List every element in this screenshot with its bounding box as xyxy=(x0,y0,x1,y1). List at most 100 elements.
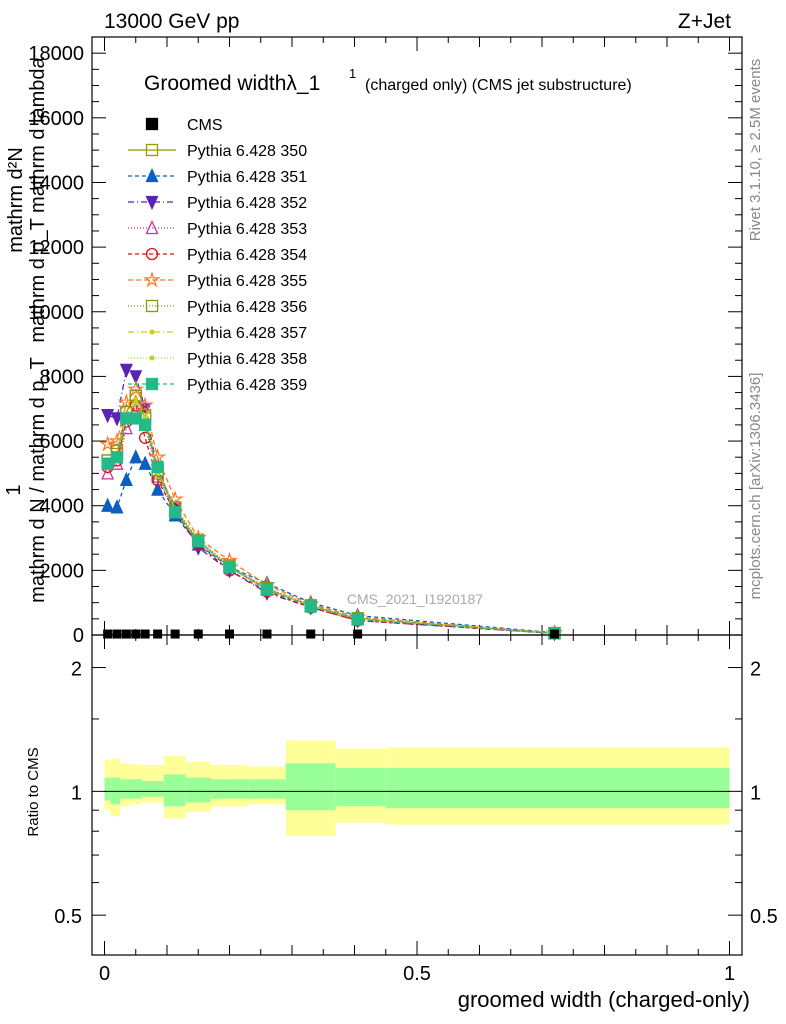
legend-marker-1 xyxy=(145,167,159,183)
header-right: Z+Jet xyxy=(678,10,731,33)
series-9-point-1 xyxy=(110,451,124,464)
series-5-point-4 xyxy=(136,396,154,413)
cms-point-7 xyxy=(193,629,203,639)
x-tick-label-2: 1 xyxy=(724,963,735,985)
legend-label-4: Pythia 6.428 354 xyxy=(187,247,307,264)
series-9-point-3 xyxy=(129,412,142,425)
cms-point-12 xyxy=(550,629,559,639)
y-axis-label-line-3: 1 xyxy=(3,484,25,495)
legend-marker-2 xyxy=(145,195,159,211)
legend-label-9: Pythia 6.428 359 xyxy=(187,377,307,394)
legend-label-2: Pythia 6.428 352 xyxy=(187,195,307,212)
series-9-point-5 xyxy=(151,460,164,474)
legend-marker-9 xyxy=(145,377,159,391)
ratio-band-green-8 xyxy=(248,779,286,799)
ratio-tick-label-left-0: 0.5 xyxy=(54,906,82,928)
series-9-point-0 xyxy=(101,457,114,470)
series-5-point-3 xyxy=(127,380,145,397)
cms-point-1 xyxy=(112,629,122,639)
series-1-point-2 xyxy=(119,471,133,486)
series-8-point-3 xyxy=(133,399,139,405)
y-tick-label-1: 2000 xyxy=(40,560,85,582)
ratio-band-green-4 xyxy=(142,780,164,797)
series-2-point-3 xyxy=(129,370,143,385)
series-1-point-5 xyxy=(151,481,165,496)
cms-point-6 xyxy=(170,629,180,639)
cms-point-3 xyxy=(131,629,141,639)
legend-label-1: Pythia 6.428 351 xyxy=(187,169,307,186)
y-tick-label-7: 14000 xyxy=(28,172,84,194)
legend-label-3: Pythia 6.428 353 xyxy=(187,221,307,238)
y-tick-label-8: 16000 xyxy=(28,108,84,130)
series-4-point-4 xyxy=(138,431,152,444)
series-9-point-9 xyxy=(260,583,274,596)
series-9-point-7 xyxy=(192,535,205,548)
cms-point-0 xyxy=(103,629,113,639)
ratio-tick-label-left-2: 2 xyxy=(71,659,82,681)
ratio-band-green-10 xyxy=(335,767,386,807)
y-axis-label-line-2: mathrm d p_T mathrm d lambda xyxy=(27,56,49,342)
header-left: 13000 GeV pp xyxy=(104,10,239,33)
ratio-band-green-2 xyxy=(120,779,130,799)
y-axis-label-line-1: mathrm d²N xyxy=(5,147,27,253)
series-1-point-0 xyxy=(101,497,115,512)
cms-point-8 xyxy=(225,629,234,639)
series-5-point-2 xyxy=(117,393,135,410)
y-tick-label-5: 10000 xyxy=(28,302,84,324)
ratio-band-green-6 xyxy=(185,777,211,803)
y-tick-label-6: 12000 xyxy=(28,237,84,259)
ratio-tick-label-right-2: 2 xyxy=(750,659,761,681)
legend-marker-4 xyxy=(145,247,159,261)
ratio-tick-label-right-0: 0.5 xyxy=(750,906,778,928)
watermark: CMS_2021_I1920187 xyxy=(347,591,483,607)
series-line-5 xyxy=(107,388,555,634)
cms-point-10 xyxy=(306,629,316,639)
series-5-point-0 xyxy=(99,435,117,452)
y-axis-label: mathrm d²N mathrm d p_T mathrm d lambda … xyxy=(3,56,49,602)
main-panel: 0 2000 4000 6000 8000 10000 12000 14000 16000 180… xyxy=(28,36,743,647)
side-label-mcplots: mcplots.cern.ch [arXiv:1306.3436] xyxy=(747,373,764,600)
ratio-band-green-9 xyxy=(285,763,336,811)
ratio-band-green-11 xyxy=(385,767,730,809)
legend-marker-8 xyxy=(149,355,155,361)
y-tick-label-9: 18000 xyxy=(28,43,84,65)
legend: CMS Pythia 6.428 350 Pythia 6.428 351 Pythi… xyxy=(128,117,307,394)
series-5-point-5 xyxy=(149,448,167,465)
legend-marker-7 xyxy=(149,329,155,335)
series-9-point-10 xyxy=(304,600,317,613)
legend-label-cms: CMS xyxy=(187,117,223,134)
chart-title-sup: 1 xyxy=(349,66,356,81)
series-9-point-4 xyxy=(138,418,152,432)
ratio-tick-label-right-1: 1 xyxy=(750,782,761,804)
legend-label-0: Pythia 6.428 350 xyxy=(187,143,307,160)
series-2-point-1 xyxy=(110,412,124,427)
cms-point-5 xyxy=(153,629,163,639)
series-line-1 xyxy=(107,456,555,634)
legend-marker-3 xyxy=(145,219,159,235)
overlay: 13000 GeV pp Z+Jet Groomed widthλ_1 1 (c… xyxy=(3,10,764,1012)
ratio-band-green-0 xyxy=(104,777,111,801)
cms-point-2 xyxy=(121,629,131,639)
legend-label-5: Pythia 6.428 355 xyxy=(187,273,307,290)
series-line-9 xyxy=(107,417,555,634)
ratio-tick-label-left-1: 1 xyxy=(71,782,82,804)
series-9-point-6 xyxy=(168,506,182,519)
legend-label-7: Pythia 6.428 357 xyxy=(187,325,307,342)
ratio-band-green-5 xyxy=(163,774,186,807)
series-2-point-2 xyxy=(119,363,133,379)
legend-marker-5 xyxy=(143,270,161,288)
cms-point-11 xyxy=(353,629,363,639)
y-tick-label-4: 8000 xyxy=(40,366,85,388)
series-3-point-0 xyxy=(101,465,115,480)
series-2-point-0 xyxy=(101,409,115,424)
series-1-point-1 xyxy=(110,499,124,514)
y-axis-label-line-4: mathrm d N / mathrm d p_T xyxy=(27,357,49,603)
legend-marker-cms xyxy=(145,117,159,131)
side-label-rivet: Rivet 3.1.10, ≥ 2.5M events xyxy=(747,59,764,242)
y-tick-label-3: 6000 xyxy=(40,431,85,453)
series-9-point-11 xyxy=(351,613,364,626)
y-tick-label-0: 0 xyxy=(73,625,84,647)
ratio-y-axis-label: Ratio to CMS xyxy=(25,747,42,836)
series-9-point-8 xyxy=(223,560,236,574)
